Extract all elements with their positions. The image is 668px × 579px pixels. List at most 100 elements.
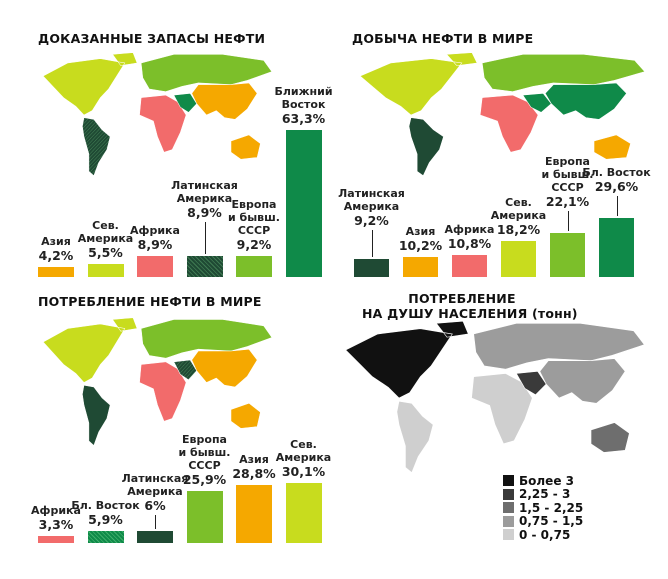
bar-3-5 [236,485,272,543]
legend-item: 0 - 0,75 [503,528,583,542]
bar-3-4 [186,491,223,543]
map-region-na [42,317,138,383]
leader-line [616,195,618,216]
bar-3-1 [38,536,74,543]
bar-label: Латинская Америка 9,2% [338,187,405,228]
bar-1-2 [87,264,124,277]
map-region-na [42,52,138,116]
map-region-la [82,384,111,446]
bar-label: Азия 4,2% [39,235,74,263]
bar-label: Европа и бывш. СССР 9,2% [228,198,280,252]
legend-swatch [503,529,514,541]
legend-item: 0,75 - 1,5 [503,514,584,529]
bar-label: Бл. Восток 29,6% [582,166,650,194]
title-line-2: НА ДУШУ НАСЕЛЕНИЯ (тонн) [362,306,578,321]
legend-item: 1,5 - 2,25 [503,501,583,515]
map-region-me [515,370,547,396]
map-region-af [479,94,539,153]
value-label: 6% [144,498,166,513]
bar-label: Европа и бывш. СССР 25,9% [179,433,231,487]
category-label: Латинская Америка [121,472,189,498]
chart-title-reserves: ДОКАЗАННЫЕ ЗАПАСЫ НЕФТИ [38,31,266,46]
category-label: Бл. Восток [582,165,651,179]
map-per-capita [345,320,645,474]
bar-1-3 [137,256,173,277]
chart-title-production: ДОБЫЧА НЕФТИ В МИРЕ [352,31,534,46]
value-label: 22,1% [545,193,590,209]
legend-item: 2,25 - 3 [503,487,583,501]
map-region-af [471,373,533,445]
legend-label: 0,75 - 1,5 [519,514,584,529]
category-label: Африка [444,223,495,237]
bar-2-6 [599,217,634,277]
map-region-na [359,52,478,116]
map-region-as [539,358,626,404]
category-label: Африка [31,504,81,518]
map-region-au [230,402,261,429]
chart-title-consumption: ПОТРЕБЛЕНИЕ НЕФТИ В МИРЕ [38,294,262,309]
category-label: Европа и бывш. СССР [178,433,231,473]
category-label: Азия [405,224,436,238]
value-label: 9,2% [236,236,272,252]
value-label: 4,2% [38,248,74,264]
legend-label: 1,5 - 2,25 [519,500,584,515]
category-label: Азия [41,235,71,249]
category-label: Азия [239,453,269,467]
legend-swatch [503,475,514,487]
bar-label: Африка 8,9% [130,224,180,252]
leader-line [567,210,569,231]
bar-label: Африка 10,8% [445,223,495,251]
value-label: 63,3% [281,111,326,127]
value-label: 5,9% [88,512,123,528]
legend-item: Более 3 [503,474,583,488]
category-label: Сев. Америка [275,437,332,464]
map-region-la [408,117,444,177]
legend-swatch [503,488,514,500]
leader-line [155,515,156,529]
legend-swatch [503,515,514,527]
category-label: Европа и бывш. СССР [228,197,280,237]
value-label: 5,5% [88,245,123,261]
category-label: Африка [130,224,180,238]
value-label: 9,2% [354,212,389,228]
bar-1-6 [285,130,322,277]
bar-1-1 [38,267,74,277]
legend-swatch [503,502,514,514]
category-label: Сев. Америка [490,195,547,222]
legend-label: 0 - 0,75 [519,527,571,542]
value-label: 10,2% [398,237,443,253]
map-region-me [522,93,552,113]
map-region-na [345,320,469,399]
bar-label: Европа и бывш. СССР 22,1% [542,155,594,209]
value-label: 28,8% [232,466,276,482]
map-region-me [173,359,198,381]
bar-3-6 [285,482,322,543]
map-region-as [191,348,258,388]
map-region-au [593,134,631,160]
bar-label: Африка 3,3% [31,504,81,532]
bar-2-2 [403,256,438,277]
bar-1-5 [236,255,272,277]
bar-3-2 [87,531,124,543]
bar-3-3 [137,531,173,543]
leader-line [204,222,206,255]
value-label: 10,8% [447,236,492,252]
bar-label: Ближний Восток 63,3% [274,85,332,126]
category-label: Сев. Америка [77,219,134,246]
bar-2-3 [452,255,487,277]
per-capita-legend: Более 3 2,25 - 3 1,5 - 2,25 0,75 - 1,5 0… [503,474,583,542]
map-region-me [173,93,198,113]
map-region-af [139,94,187,153]
chart-title-per-capita: ПОТРЕБЛЕНИЕ НА ДУШУ НАСЕЛЕНИЯ (тонн) [362,291,578,321]
map-consumption [42,317,273,446]
bar-1-4 [186,256,223,277]
map-region-as [544,82,627,120]
value-label: 3,3% [38,517,74,533]
value-label: 8,9% [187,205,222,221]
value-label: 8,9% [137,237,173,253]
bar-label: Бл. Восток 5,9% [71,499,139,527]
bar-2-1 [354,258,389,277]
map-region-au [590,422,630,453]
bar-label: Сев. Америка 18,2% [491,196,546,237]
